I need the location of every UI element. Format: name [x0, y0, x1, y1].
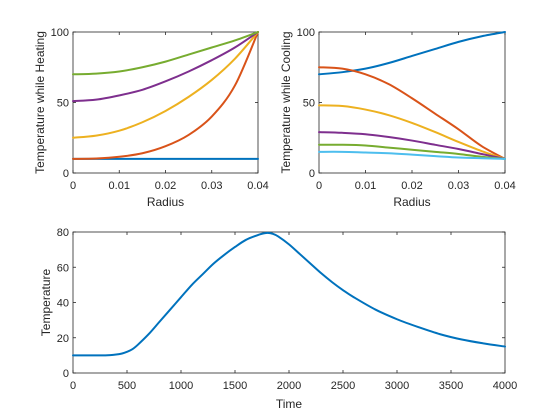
cooling-series-line-3: [318, 104, 506, 160]
heating-x-axis-label: Radius: [147, 195, 184, 209]
cooling-x-tick-label: 0.03: [448, 180, 469, 192]
time-y-tick-label: 80: [57, 227, 69, 239]
time-y-tick-label: 60: [57, 262, 69, 274]
time-x-tick-label: 4000: [493, 380, 517, 392]
time-x-tick-label: 0: [70, 380, 76, 392]
heating-series: [72, 31, 259, 160]
heating-x-tick-label: 0.03: [201, 180, 222, 192]
time-series-line-1: [72, 231, 506, 357]
time-x-tick-label: 1500: [223, 380, 247, 392]
cooling-y-axis-label: Temperature while Cooling: [279, 31, 293, 173]
heating-series-line-2: [72, 31, 259, 160]
time-x-axis-label: Time: [276, 397, 303, 411]
cooling-x-tick-label: 0.02: [401, 180, 422, 192]
time-y-axis-label: Temperature: [39, 268, 53, 336]
time-axes-box: [72, 231, 506, 374]
heating-y-tick-label: 50: [57, 98, 69, 110]
heating-y-axis-label: Temperature while Heating: [33, 31, 47, 174]
time-x-tick-label: 2000: [277, 380, 301, 392]
time-x-tick-label: 500: [118, 380, 136, 392]
cooling-series: [318, 31, 506, 160]
cooling-chart: 0 0.01 0.02 0.03 0.04 0 50 100 Radius Temperatu…: [279, 27, 516, 209]
cooling-ticks: 0 0.01 0.02 0.03 0.04 0 50 100: [297, 27, 516, 192]
cooling-series-line-1: [318, 31, 506, 76]
heating-y-tick-label: 100: [51, 27, 69, 39]
cooling-x-axis-label: Radius: [393, 195, 430, 209]
cooling-y-tick-label: 50: [303, 98, 315, 110]
cooling-x-tick-label: 0.04: [494, 180, 515, 192]
heating-x-tick-label: 0.01: [109, 180, 130, 192]
time-x-tick-label: 2500: [331, 380, 355, 392]
cooling-series-line-5: [318, 143, 506, 160]
heating-x-tick-label: 0.04: [247, 180, 268, 192]
time-ticks: 0 500 1000 1500 2000 2500 3000 3500 4000 0 20 40 60 8…: [57, 227, 517, 392]
cooling-series-line-6: [318, 150, 506, 160]
cooling-y-tick-label: 0: [309, 168, 315, 180]
time-y-tick-label: 40: [57, 298, 69, 310]
cooling-series-line-4: [318, 131, 506, 160]
heating-x-tick-label: 0.02: [155, 180, 176, 192]
time-series: [72, 231, 506, 357]
heating-axes-box: [72, 31, 259, 174]
cooling-x-tick-label: 0: [316, 180, 322, 192]
cooling-series-line-2: [318, 66, 506, 160]
cooling-x-tick-label: 0.01: [355, 180, 376, 192]
heating-series-line-4: [72, 31, 259, 103]
time-x-tick-label: 3000: [385, 380, 409, 392]
heating-x-tick-label: 0: [70, 180, 76, 192]
heating-y-tick-label: 0: [63, 168, 69, 180]
heating-ticks: 0 0.01 0.02 0.03 0.04 0 50 100: [51, 27, 269, 192]
heating-series-line-5: [72, 31, 259, 76]
time-y-tick-label: 0: [63, 368, 69, 380]
time-x-tick-label: 1000: [169, 380, 193, 392]
heating-series-line-3: [72, 31, 259, 139]
time-x-tick-label: 3500: [439, 380, 463, 392]
time-chart: 0 500 1000 1500 2000 2500 3000 3500 4000 0 20 40 60 8…: [39, 227, 517, 411]
heating-chart: 0 0.01 0.02 0.03 0.04 0 50 100 Radius Temperatu…: [33, 27, 269, 209]
time-y-tick-label: 20: [57, 333, 69, 345]
cooling-y-tick-label: 100: [297, 27, 315, 39]
